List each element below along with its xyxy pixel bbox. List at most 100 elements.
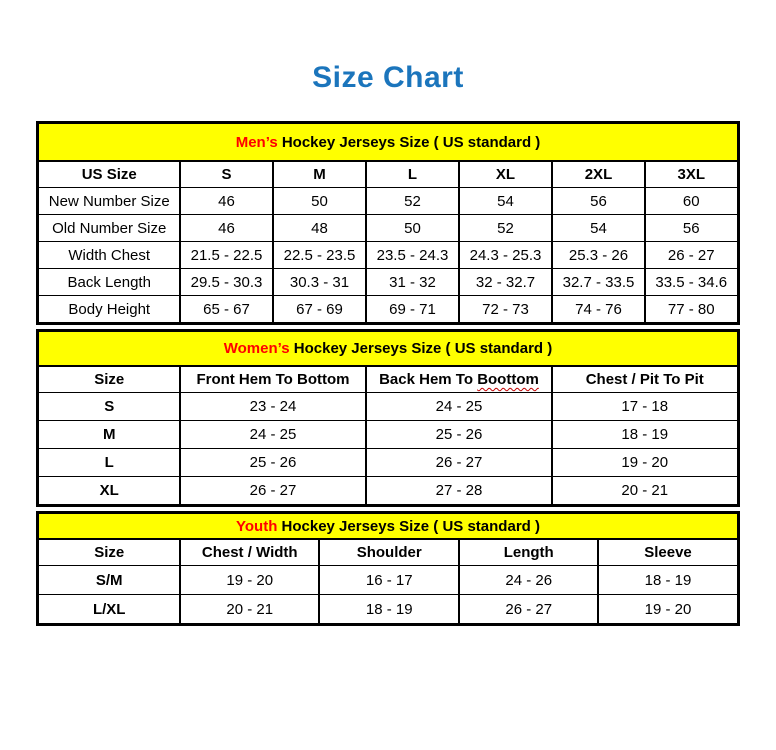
- womens-table-row: M 24 - 25 25 - 26 18 - 19: [36, 420, 740, 449]
- size-value-cell: 25 - 26: [178, 448, 367, 477]
- womens-row-label: M: [36, 420, 181, 449]
- youth-band-row: Youth Hockey Jerseys Size ( US standard …: [36, 512, 740, 540]
- size-value-cell: 60: [643, 187, 740, 215]
- mens-col-header: 2XL: [550, 160, 646, 188]
- womens-row-label: S: [36, 392, 181, 421]
- youth-band-title: Youth Hockey Jerseys Size ( US standard …: [36, 512, 740, 540]
- size-value-cell: 26 - 27: [643, 241, 740, 269]
- mens-col-header: L: [364, 160, 460, 188]
- youth-table-row: S/M 19 - 20 16 - 17 24 - 26 18 - 19: [36, 565, 740, 595]
- mens-col-header: M: [271, 160, 367, 188]
- size-value-cell: 26 - 27: [457, 594, 600, 625]
- size-value-cell: 16 - 17: [318, 565, 460, 595]
- size-value-cell: 25 - 26: [364, 420, 553, 449]
- mens-band-row: Men’s Hockey Jerseys Size ( US standard …: [36, 122, 740, 162]
- youth-row-label: S/M: [36, 565, 181, 595]
- womens-col-header: Chest / Pit To Pit: [550, 365, 740, 393]
- size-value-cell: 29.5 - 30.3: [178, 268, 274, 296]
- youth-col-header: Shoulder: [318, 538, 460, 566]
- size-value-cell: 19 - 20: [178, 565, 321, 595]
- mens-col-header: S: [178, 160, 274, 188]
- womens-size-table: Women’s Hockey Jerseys Size ( US standar…: [36, 329, 740, 507]
- size-value-cell: 18 - 19: [597, 565, 740, 595]
- size-value-cell: 20 - 21: [178, 594, 321, 625]
- youth-col-header: Sleeve: [597, 538, 740, 566]
- mens-row-label: Width Chest: [36, 241, 181, 269]
- size-value-cell: 46: [178, 187, 274, 215]
- mens-row-label: New Number Size: [36, 187, 181, 215]
- mens-band-highlight: Men’s: [235, 133, 278, 151]
- mens-table-row: Width Chest 21.5 - 22.5 22.5 - 23.5 23.5…: [36, 241, 740, 269]
- mens-col-header: US Size: [36, 160, 181, 188]
- womens-header-row: Size Front Hem To Bottom Back Hem To Boo…: [36, 365, 740, 393]
- womens-row-label: XL: [36, 476, 181, 506]
- womens-table-row: S 23 - 24 24 - 25 17 - 18: [36, 392, 740, 421]
- size-value-cell: 56: [550, 187, 646, 215]
- womens-band-rest: Hockey Jerseys Size ( US standard ): [289, 340, 553, 357]
- womens-row-label: L: [36, 448, 181, 477]
- mens-band-rest: Hockey Jerseys Size ( US standard ): [277, 133, 541, 151]
- size-value-cell: 48: [271, 214, 367, 242]
- mens-header-row: US Size S M L XL 2XL 3XL: [36, 160, 740, 188]
- size-value-cell: 69 - 71: [364, 295, 460, 324]
- size-value-cell: 24 - 25: [178, 420, 367, 449]
- mens-row-label: Old Number Size: [36, 214, 181, 242]
- mens-table-row: Back Length 29.5 - 30.3 30.3 - 31 31 - 3…: [36, 268, 740, 296]
- size-value-cell: 18 - 19: [550, 420, 740, 449]
- womens-table-row: L 25 - 26 26 - 27 19 - 20: [36, 448, 740, 477]
- size-value-cell: 26 - 27: [364, 448, 553, 477]
- womens-band-highlight: Women’s: [223, 340, 290, 357]
- tables-container: Men’s Hockey Jerseys Size ( US standard …: [0, 121, 776, 626]
- womens-col-header: Size: [36, 365, 181, 393]
- mens-band-title: Men’s Hockey Jerseys Size ( US standard …: [36, 122, 740, 162]
- size-value-cell: 74 - 76: [550, 295, 646, 324]
- mens-table-row: Body Height 65 - 67 67 - 69 69 - 71 72 -…: [36, 295, 740, 324]
- size-value-cell: 18 - 19: [318, 594, 460, 625]
- womens-band-row: Women’s Hockey Jerseys Size ( US standar…: [36, 330, 740, 367]
- size-chart-page: Size Chart Men’s Hockey Jerseys Size ( U…: [0, 58, 776, 750]
- size-value-cell: 25.3 - 26: [550, 241, 646, 269]
- size-value-cell: 77 - 80: [643, 295, 740, 324]
- womens-table-row: XL 26 - 27 27 - 28 20 - 21: [36, 476, 740, 506]
- size-value-cell: 23 - 24: [178, 392, 367, 421]
- size-value-cell: 72 - 73: [457, 295, 553, 324]
- youth-col-header: Chest / Width: [178, 538, 321, 566]
- size-value-cell: 32.7 - 33.5: [550, 268, 646, 296]
- size-value-cell: 56: [643, 214, 740, 242]
- youth-col-header: Length: [457, 538, 600, 566]
- youth-col-header: Size: [36, 538, 181, 566]
- size-value-cell: 24 - 25: [364, 392, 553, 421]
- size-value-cell: 24.3 - 25.3: [457, 241, 553, 269]
- back-hem-misspelled-word: Boottom: [477, 371, 539, 388]
- size-value-cell: 52: [457, 214, 553, 242]
- youth-band-rest: Hockey Jerseys Size ( US standard ): [277, 517, 540, 535]
- size-value-cell: 65 - 67: [178, 295, 274, 324]
- youth-row-label: L/XL: [36, 594, 181, 625]
- youth-table-row: L/XL 20 - 21 18 - 19 26 - 27 19 - 20: [36, 594, 740, 625]
- youth-header-row: Size Chest / Width Shoulder Length Sleev…: [36, 538, 740, 566]
- womens-band-title: Women’s Hockey Jerseys Size ( US standar…: [36, 330, 740, 367]
- size-value-cell: 30.3 - 31: [271, 268, 367, 296]
- size-value-cell: 22.5 - 23.5: [271, 241, 367, 269]
- size-value-cell: 31 - 32: [364, 268, 460, 296]
- size-value-cell: 67 - 69: [271, 295, 367, 324]
- womens-col-header: Front Hem To Bottom: [178, 365, 367, 393]
- size-value-cell: 52: [364, 187, 460, 215]
- mens-row-label: Body Height: [36, 295, 181, 324]
- mens-table-row: New Number Size 46 50 52 54 56 60: [36, 187, 740, 215]
- back-hem-prefix: Back Hem To: [379, 371, 478, 388]
- mens-table-row: Old Number Size 46 48 50 52 54 56: [36, 214, 740, 242]
- size-value-cell: 21.5 - 22.5: [178, 241, 274, 269]
- size-value-cell: 19 - 20: [550, 448, 740, 477]
- size-value-cell: 23.5 - 24.3: [364, 241, 460, 269]
- size-value-cell: 17 - 18: [550, 392, 740, 421]
- page-title: Size Chart: [312, 61, 464, 94]
- mens-row-label: Back Length: [36, 268, 181, 296]
- size-value-cell: 33.5 - 34.6: [643, 268, 740, 296]
- mens-size-table: Men’s Hockey Jerseys Size ( US standard …: [36, 121, 740, 325]
- size-value-cell: 26 - 27: [178, 476, 367, 506]
- size-value-cell: 54: [550, 214, 646, 242]
- size-value-cell: 46: [178, 214, 274, 242]
- mens-col-header: XL: [457, 160, 553, 188]
- size-value-cell: 19 - 20: [597, 594, 740, 625]
